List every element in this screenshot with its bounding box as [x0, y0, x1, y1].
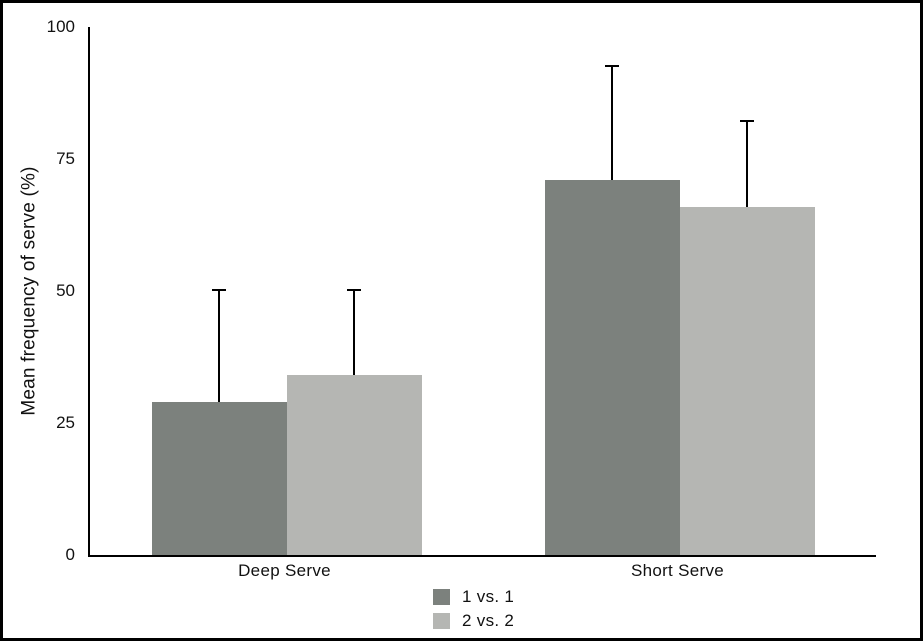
bar — [679, 206, 815, 555]
plot-area — [88, 27, 876, 557]
error-bar-cap — [212, 289, 226, 291]
y-tick-label: 25 — [56, 413, 75, 432]
bar — [544, 180, 680, 555]
y-tick-label: 100 — [46, 17, 75, 36]
bar — [286, 375, 422, 555]
error-bar-line — [611, 66, 613, 181]
legend-item: 2 vs. 2 — [433, 611, 514, 631]
x-tick-label: Short Serve — [630, 561, 725, 580]
legend-item: 1 vs. 1 — [433, 587, 514, 607]
error-bar-line — [746, 122, 748, 207]
legend-label: 2 vs. 2 — [462, 611, 515, 630]
error-bar-cap — [740, 120, 754, 123]
legend-swatch — [433, 613, 450, 629]
bar — [151, 401, 287, 555]
legend-swatch — [433, 589, 450, 605]
y-tick-label: 50 — [56, 281, 75, 300]
y-tick-label: 75 — [56, 149, 75, 168]
x-tick-label: Deep Serve — [238, 561, 331, 580]
error-bar-cap — [347, 289, 361, 291]
error-bar-line — [353, 291, 355, 376]
legend-label: 1 vs. 1 — [462, 587, 515, 606]
y-tick-label: 0 — [65, 545, 75, 564]
error-bar-cap — [605, 64, 619, 67]
error-bar-line — [218, 291, 220, 402]
legend: 1 vs. 1 2 vs. 2 — [433, 587, 514, 631]
